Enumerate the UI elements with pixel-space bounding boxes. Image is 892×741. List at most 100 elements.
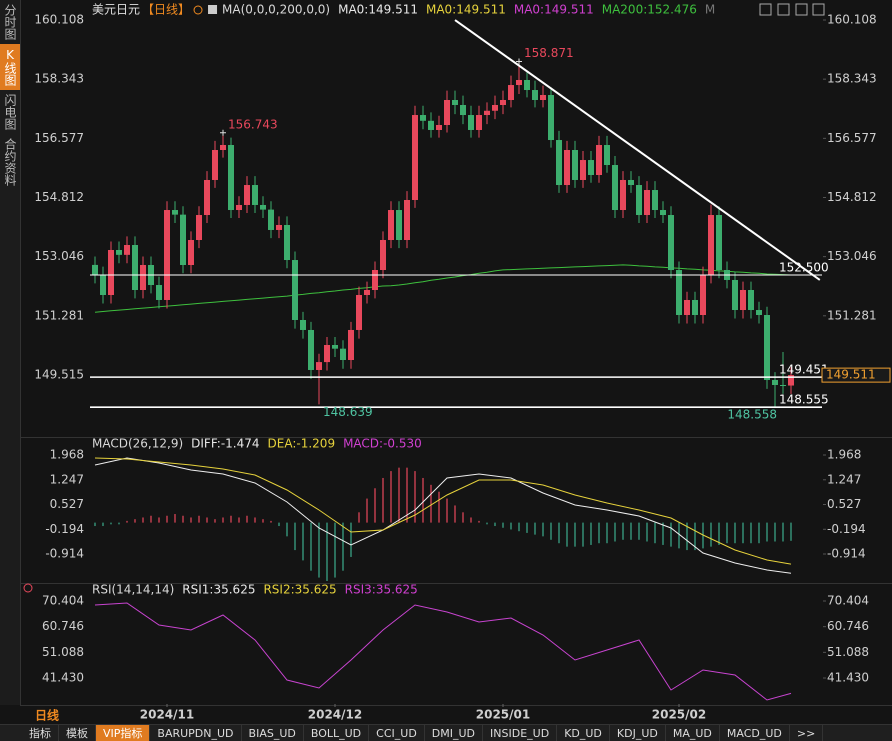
candle-body — [276, 224, 282, 230]
x-tick-label: 2024/12 — [308, 708, 362, 722]
icon[interactable] — [777, 3, 790, 16]
sidebar-item[interactable]: 合约资料 — [3, 138, 17, 186]
icon — [193, 5, 203, 15]
y-tick-label: 154.812 — [34, 190, 84, 204]
candle-body — [780, 385, 786, 387]
candle-body — [340, 348, 346, 361]
y-tick-label: -0.914 — [45, 547, 84, 561]
candle-body — [132, 244, 138, 291]
y-tick-label: 41.430 — [827, 671, 869, 685]
candle-body — [580, 160, 586, 180]
y-tick-label: 160.108 — [34, 13, 84, 27]
legend-item: MA200:152.476 — [602, 3, 697, 17]
candle-body — [660, 210, 666, 216]
candle-body — [444, 100, 450, 125]
candle-body — [364, 290, 370, 295]
ma-line — [94, 264, 792, 313]
candle-body — [284, 224, 290, 261]
candle-body — [516, 79, 522, 86]
candle-body — [484, 110, 490, 116]
y-tick-label: 51.088 — [42, 645, 84, 659]
legend-item: RSI2:35.625 — [263, 583, 336, 597]
tab[interactable]: MACD_UD — [720, 725, 790, 741]
candle-body — [676, 269, 682, 316]
icon — [23, 583, 33, 593]
tab[interactable]: CCI_UD — [369, 725, 425, 741]
candle-body — [500, 100, 506, 105]
y-tick-label: 51.088 — [827, 645, 869, 659]
candle-body — [588, 160, 594, 175]
y-tick-label: 154.812 — [827, 190, 877, 204]
candle-body — [260, 204, 266, 210]
toolbar-icons[interactable] — [759, 3, 825, 16]
legend-item: MACD:-0.530 — [343, 437, 422, 451]
chart-title: 美元日元 — [92, 3, 140, 17]
candle-body — [452, 100, 458, 105]
legend-item: MACD(26,12,9) — [92, 437, 183, 451]
y-tick-label: 1.247 — [50, 472, 84, 486]
candle-body — [164, 210, 170, 300]
candle-body — [540, 95, 546, 101]
legend-item: MA0:149.511 — [426, 3, 506, 17]
annotation: 148.558 — [727, 408, 777, 422]
legend-item: MA(0,0,0,200,0,0) — [222, 3, 330, 17]
candle-body — [372, 269, 378, 291]
annotation-marker — [516, 58, 522, 65]
y-tick-label: 156.577 — [34, 131, 84, 145]
candle-body — [716, 215, 722, 270]
candle-body — [436, 124, 442, 130]
sidebar-item[interactable]: 分时图 — [3, 4, 17, 40]
tab[interactable]: 模板 — [59, 725, 96, 741]
x-tick-label: 2025/01 — [476, 708, 530, 722]
indicator-tabs: 指标 模板 VIP指标 BARUPDN_UD BIAS_UD BOLL_UD CCI_UD D… — [0, 724, 892, 741]
candle-body — [116, 249, 122, 255]
legend-item: RSI1:35.625 — [182, 583, 255, 597]
candle-body — [492, 104, 498, 111]
candle-body — [140, 265, 146, 291]
legend-item: RSI3:35.625 — [345, 583, 418, 597]
tab[interactable]: BARUPDN_UD — [150, 725, 242, 741]
y-tick-label: 1.968 — [827, 448, 861, 462]
x-tick-label: 2025/02 — [652, 708, 706, 722]
tab[interactable]: BIAS_UD — [242, 725, 304, 741]
last-price: 149.511 — [826, 368, 876, 382]
tab[interactable]: VIP指标 — [96, 725, 151, 741]
sidebar-item[interactable]: K线图 — [0, 44, 20, 90]
sidebar: 分时图 K线图 闪电图 合约资料 — [0, 0, 21, 705]
annotation: 158.871 — [524, 46, 574, 60]
tab[interactable]: DMI_UD — [425, 725, 484, 741]
candle-body — [636, 185, 642, 216]
icon[interactable] — [812, 3, 825, 16]
icon[interactable] — [795, 3, 808, 16]
dea-line — [94, 457, 792, 565]
candle-body — [404, 199, 410, 241]
icon[interactable] — [759, 3, 772, 16]
tab[interactable]: MA_UD — [666, 725, 720, 741]
period: 【日线】 — [142, 3, 190, 17]
candle-body — [308, 329, 314, 370]
tab[interactable]: >> — [790, 725, 824, 741]
candle-body — [108, 249, 114, 295]
sidebar-item[interactable]: 闪电图 — [3, 94, 17, 130]
y-tick-label: 1.968 — [50, 448, 84, 462]
tab[interactable]: KDJ_UD — [610, 725, 666, 741]
candle-body — [604, 145, 610, 166]
legend-item: RSI(14,14,14) — [92, 583, 174, 597]
candle-body — [556, 140, 562, 186]
candle-body — [228, 145, 234, 211]
candle-body — [244, 185, 250, 205]
candle-body — [644, 190, 650, 216]
tab[interactable]: 指标 — [22, 725, 59, 741]
diff-line — [94, 457, 792, 574]
candle-body — [524, 79, 530, 91]
candle-body — [468, 115, 474, 130]
candle-body — [324, 344, 330, 363]
candle-body — [548, 95, 554, 141]
tab[interactable]: INSIDE_UD — [483, 725, 558, 741]
tab[interactable]: KD_UD — [557, 725, 610, 741]
candle-body — [428, 120, 434, 130]
tab[interactable]: BOLL_UD — [304, 725, 370, 741]
candle-body — [628, 179, 634, 186]
y-tick-label: 70.404 — [42, 594, 84, 608]
y-tick-label: 158.343 — [34, 72, 84, 86]
